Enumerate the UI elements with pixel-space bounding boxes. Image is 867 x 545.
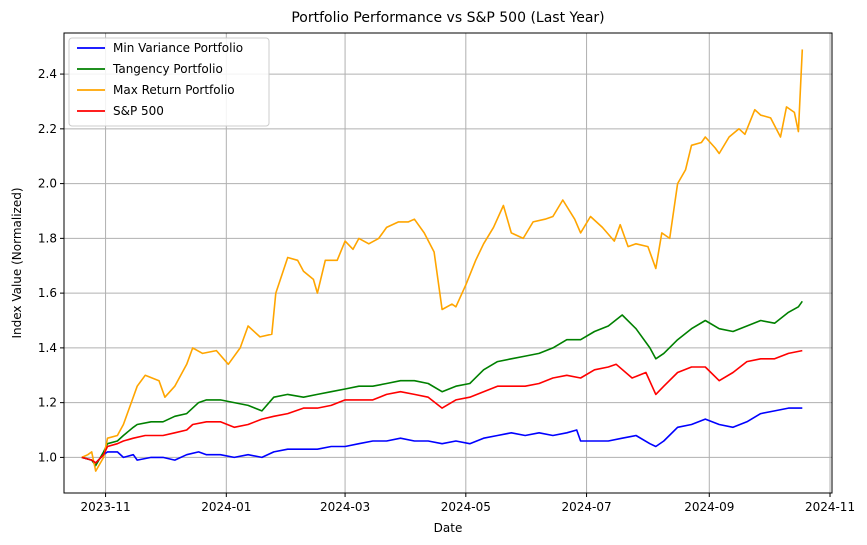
x-axis: 2023-11 2024-01 2024-03 2024-05 2024-07 2024-… xyxy=(80,493,855,514)
y-tick-label: 1.8 xyxy=(38,231,57,245)
y-tick-label: 2.2 xyxy=(38,122,57,136)
x-tick-label: 2024-09 xyxy=(684,500,734,514)
legend-label-min-variance-portfolio: Min Variance Portfolio xyxy=(113,41,243,55)
legend: Min Variance Portfolio Tangency Portfolio… xyxy=(68,37,270,127)
plot-frame xyxy=(63,32,833,494)
y-tick-label: 2.0 xyxy=(38,177,57,191)
grid xyxy=(64,33,832,493)
x-tick-label: 2023-11 xyxy=(80,500,130,514)
y-axis-label: Index Value (Normalized) xyxy=(10,187,24,338)
y-tick-label: 1.4 xyxy=(38,341,57,355)
x-tick-label: 2024-05 xyxy=(441,500,491,514)
x-tick-label: 2024-07 xyxy=(561,500,611,514)
x-tick-label: 2024-11 xyxy=(805,500,855,514)
chart-title: Portfolio Performance vs S&P 500 (Last Y… xyxy=(291,10,604,26)
series-line-min-variance-portfolio xyxy=(81,407,803,464)
x-tick-label: 2024-01 xyxy=(201,500,251,514)
x-tick-label: 2024-03 xyxy=(320,500,370,514)
series-line-max-return-portfolio xyxy=(81,49,804,472)
y-tick-label: 2.4 xyxy=(38,67,57,81)
series-line-s-p-500 xyxy=(81,349,803,464)
y-tick-label: 1.2 xyxy=(38,396,57,410)
y-axis: 1.0 1.2 1.4 1.6 1.8 2.0 2.2 2.4 xyxy=(38,67,64,464)
series-layer xyxy=(81,49,804,472)
series-line-tangency-portfolio xyxy=(81,300,803,467)
y-tick-label: 1.0 xyxy=(38,450,57,464)
x-axis-label: Date xyxy=(434,521,463,535)
legend-label-max-return-portfolio: Max Return Portfolio xyxy=(113,83,235,97)
legend-box xyxy=(68,37,270,127)
y-tick-label: 1.6 xyxy=(38,286,57,300)
legend-label-s-p-500: S&P 500 xyxy=(113,104,164,118)
legend-label-tangency-portfolio: Tangency Portfolio xyxy=(112,62,223,76)
